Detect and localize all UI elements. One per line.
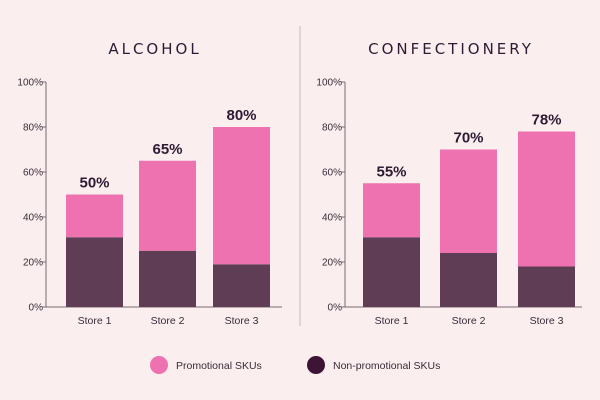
y-tick-label: 0% [328,303,343,314]
y-tick-label: 20% [322,258,342,269]
bar-promotional [139,160,196,251]
bar-non-promotional [518,266,575,307]
x-category-label: Store 1 [78,315,112,327]
y-tick-label: 80% [322,123,342,134]
x-category-label: Store 3 [225,315,259,327]
bar-total-label: 50% [79,175,109,192]
legend-swatch-promotional [150,356,168,374]
bar-non-promotional [139,250,196,307]
bar-total-label: 78% [531,112,561,129]
bar-promotional [440,149,497,253]
legend-label-promotional: Promotional SKUs [176,360,262,372]
bar-non-promotional [440,253,497,307]
chart-title: ALCOHOL [108,40,201,58]
y-tick-label: 100% [17,78,43,89]
bar-total-label: 55% [376,163,406,180]
x-category-label: Store 2 [151,315,185,327]
y-tick-label: 20% [23,258,43,269]
chart-title: CONFECTIONERY [368,40,534,58]
y-tick-label: 60% [322,168,342,179]
chart-panel-0: ALCOHOL 0% 20% 40% 60% 80% 100% 50% Store 1 65% St… [17,40,282,327]
y-tick-label: 100% [316,78,342,89]
x-category-label: Store 2 [452,315,486,327]
y-tick-label: 40% [23,213,43,224]
bar-promotional [363,183,420,238]
x-category-label: Store 1 [375,315,409,327]
bar-non-promotional [66,237,123,307]
legend-swatch-non-promotional [307,356,325,374]
y-tick-label: 80% [23,123,43,134]
bar-total-label: 65% [152,141,182,158]
bar-total-label: 80% [226,107,256,124]
legend: Promotional SKUs Non-promotional SKUs [150,356,440,374]
bar-non-promotional [363,237,420,307]
bar-promotional [213,127,270,265]
x-category-label: Store 3 [530,315,564,327]
bar-non-promotional [213,264,270,307]
bar-total-label: 70% [453,130,483,147]
bar-promotional [66,194,123,238]
chart-panel-1: CONFECTIONERY 0% 20% 40% 60% 80% 100% 55% Store … [316,40,582,327]
legend-label-non-promotional: Non-promotional SKUs [333,360,440,372]
y-tick-label: 60% [23,168,43,179]
y-tick-label: 0% [29,303,44,314]
bar-promotional [518,131,575,267]
y-tick-label: 40% [322,213,342,224]
